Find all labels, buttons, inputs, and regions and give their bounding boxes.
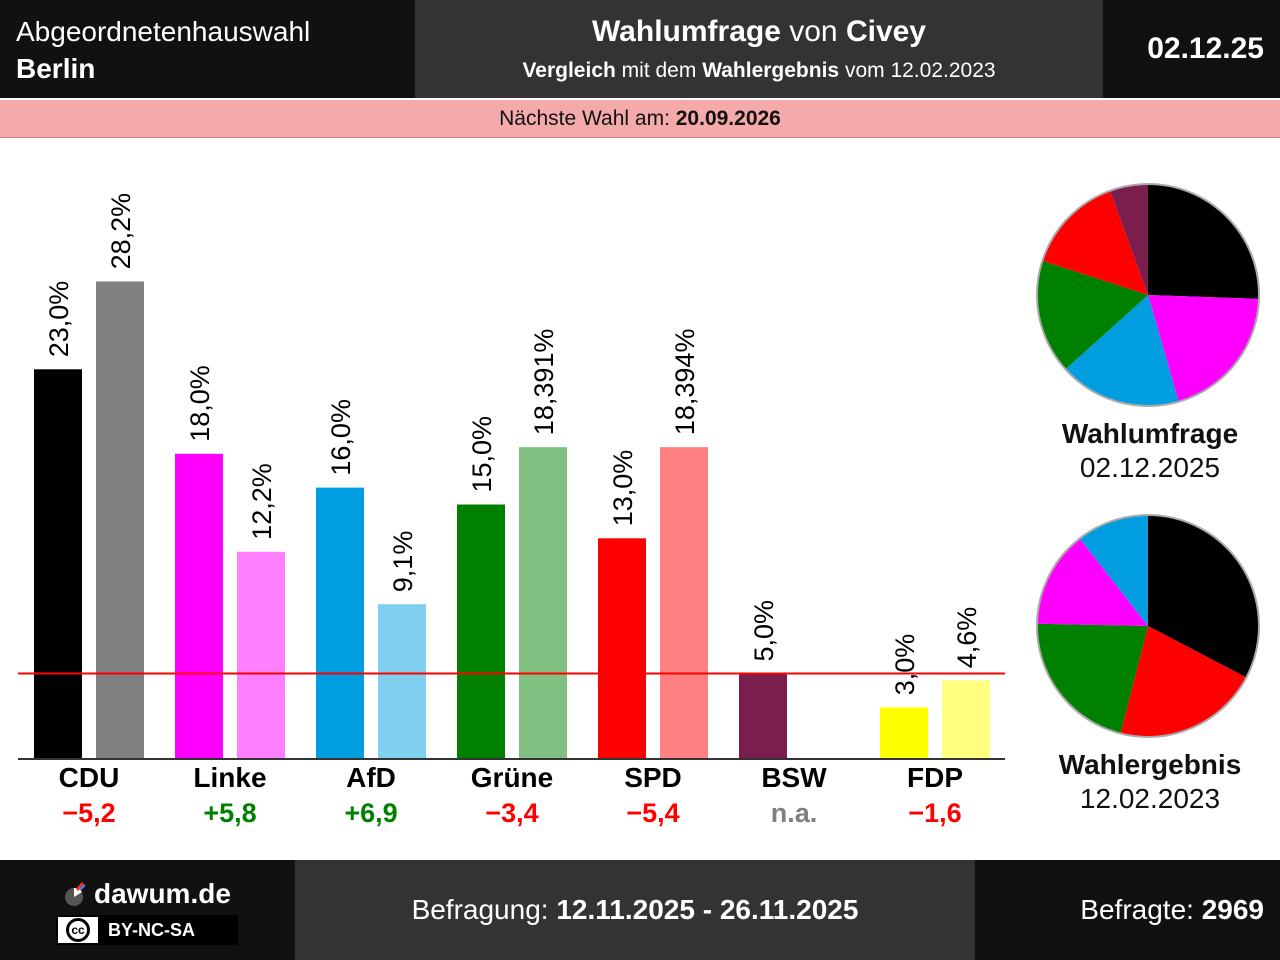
pie-result-date: 12.02.2023 [1079,783,1221,814]
bar-poll-4 [598,538,646,758]
license-text: BY-NC-SA [98,917,236,943]
diff-label-1: +5,8 [203,798,256,828]
value-label-result-4: 18,394% [670,329,700,436]
diff-label-6: −1,6 [908,798,961,828]
bar-poll-5 [739,673,787,758]
license-badge[interactable]: cc BY-NC-SA [56,915,238,945]
page-title: Wahlumfrage von Civey [591,15,926,48]
value-label-poll-5: 5,0% [749,600,779,662]
category-label-6: FDP [907,762,963,793]
value-label-result-1: 12,2% [247,463,277,540]
bar-result-2 [378,604,426,758]
pie-0-slice-4 [1042,190,1148,295]
value-label-result-3: 18,391% [529,329,559,436]
cc-icon: cc [66,918,90,942]
pie-poll-date: 02.12.2025 [1079,452,1221,483]
survey-period-value: 12.11.2025 - 26.11.2025 [556,894,859,925]
pie-1-outline [1036,514,1260,738]
diff-label-0: −5,2 [62,798,115,828]
page-subtitle: Vergleich mit dem Wahlergebnis vom 12.02… [522,59,996,82]
logo-text: dawum.de [94,878,231,909]
value-label-poll-1: 18,0% [185,365,215,442]
value-label-poll-2: 16,0% [326,399,356,476]
bar-poll-0 [34,369,82,758]
diff-label-4: −5,4 [626,798,679,828]
value-label-result-2: 9,1% [388,531,418,593]
footer-bar: dawum.de cc BY-NC-SA Befragung: 12.11.20… [0,860,1280,960]
pie-1-slice-1 [1120,626,1247,737]
header-date: 02.12.25 [1147,32,1264,65]
value-label-poll-3: 15,0% [467,416,497,493]
bar-result-1 [237,551,285,758]
category-label-2: AfD [346,762,396,793]
footer-logo-block: dawum.de cc BY-NC-SA [0,860,295,960]
next-election-date: 20.09.2026 [675,107,781,130]
next-election-bar: Nächste Wahl am: 20.09.2026 [0,98,1280,138]
bar-result-6 [942,680,990,758]
category-label-5: BSW [761,762,827,793]
region-name: Berlin [16,53,96,84]
header-date-block: 02.12.25 [1103,0,1280,98]
bar-result-0 [96,281,144,758]
bar-result-3 [519,447,567,758]
pie-poll-title: Wahlumfrage [1061,418,1239,449]
respondents: Befragte: 2969 [975,860,1280,960]
bar-result-4 [660,447,708,758]
value-label-poll-0: 23,0% [44,281,74,358]
category-label-4: SPD [624,762,682,793]
bar-poll-3 [457,504,505,758]
pie-0-outline [1036,183,1260,407]
bar-poll-1 [175,453,223,758]
respondents-value: 2969 [1201,894,1264,925]
survey-period-label: Befragung: [411,894,557,925]
pie-0-slice-1 [1148,295,1259,402]
bar-poll-6 [880,707,928,758]
dawum-logo-icon [65,882,86,906]
pie-result-title: Wahlergebnis [1058,749,1242,780]
bar-chart: 23,0% 28,2% CDU −5,2 18,0% 12,2% Linke +5,8 16,0… [18,183,1260,828]
value-label-result-0: 28,2% [106,193,136,270]
pie-0-slice-0 [1148,184,1259,299]
category-label-0: CDU [59,762,120,793]
survey-period: Befragung: 12.11.2025 - 26.11.2025 [295,860,975,960]
bar-poll-2 [316,487,364,758]
election-type: Abgeordnetenhauswahl [16,16,311,47]
pie-1-slice-3 [1037,538,1148,626]
value-label-result-6: 4,6% [952,607,982,669]
category-label-3: Grüne [471,762,553,793]
header-region: Abgeordnetenhauswahl Berlin [0,0,415,98]
pie-0-slice-3 [1037,260,1148,370]
pie-1-slice-4 [1079,515,1148,626]
respondents-label: Befragte: [1080,894,1202,925]
diff-label-5: n.a. [771,798,818,828]
pie-0-slice-2 [1065,295,1179,406]
next-election-label: Nächste Wahl am: [499,107,676,130]
pie-1-slice-0 [1148,515,1259,678]
value-label-poll-6: 3,0% [890,634,920,696]
pie-1-slice-2 [1037,623,1148,734]
pie-0-slice-5 [1110,184,1148,295]
header-bar: Abgeordnetenhauswahl Berlin Wahlumfrage … [0,0,1280,98]
logo[interactable]: dawum.de [64,876,231,912]
diff-label-3: −3,4 [485,798,538,828]
diff-label-2: +6,9 [344,798,397,828]
header-title-block: Wahlumfrage von Civey Vergleich mit dem … [415,0,1103,98]
category-label-1: Linke [193,762,266,793]
value-label-poll-4: 13,0% [608,450,638,527]
